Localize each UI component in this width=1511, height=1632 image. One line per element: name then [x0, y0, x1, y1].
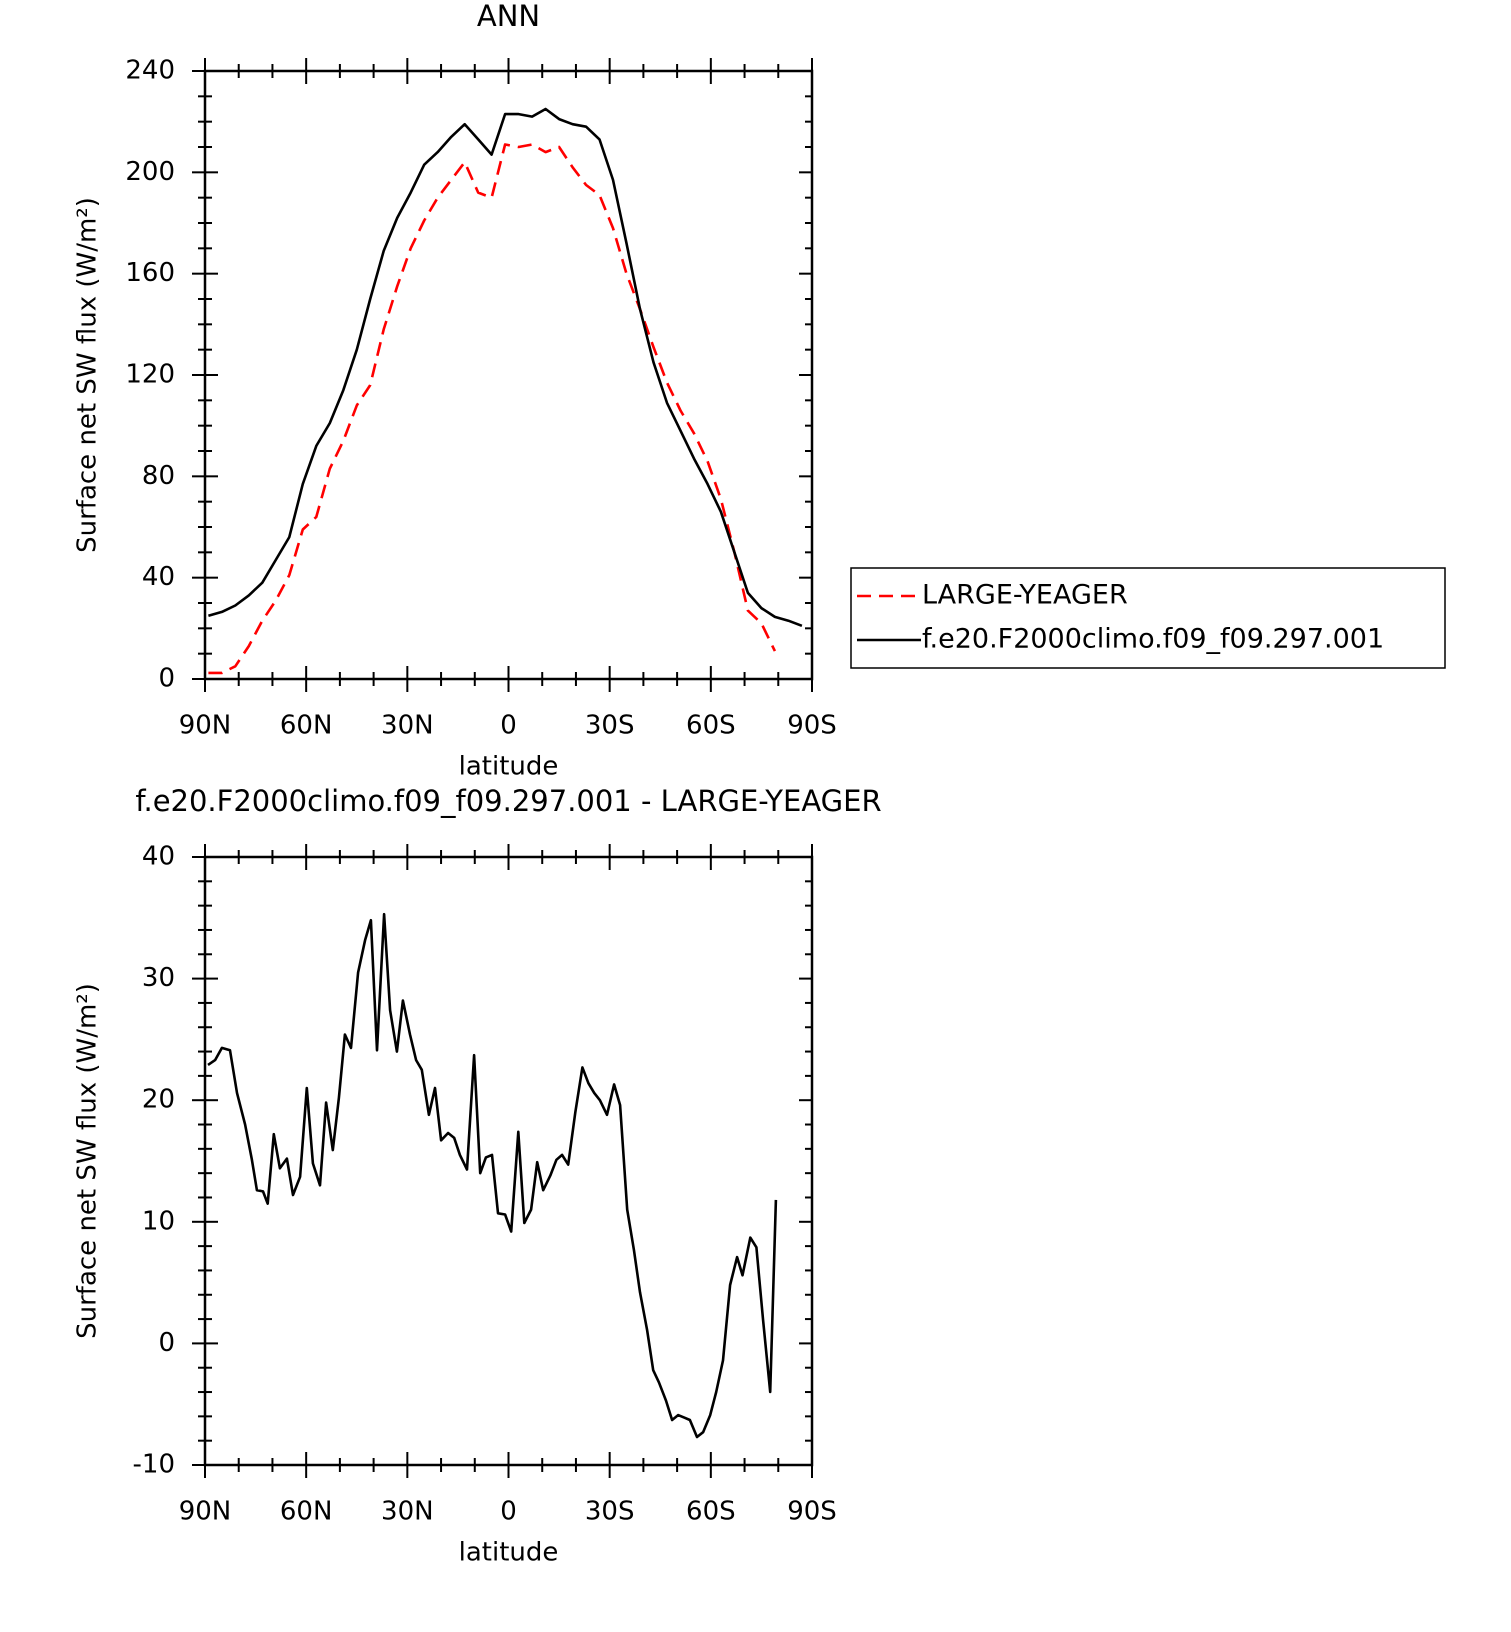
x-axis-label: latitude — [459, 752, 559, 782]
y-tick-label: 10 — [142, 1206, 175, 1236]
data-line — [208, 143, 777, 675]
legend-label: f.e20.F2000climo.f09_f09.297.001 — [922, 624, 1384, 655]
legend-label: LARGE-YEAGER — [922, 580, 1128, 611]
chart-title: f.e20.F2000climo.f09_f09.297.001 - LARGE… — [135, 784, 881, 818]
x-tick-label: 30S — [585, 711, 635, 741]
x-axis-label: latitude — [459, 1538, 559, 1568]
x-tick-label: 60S — [686, 1497, 736, 1527]
y-axis-label: Surface net SW flux (W/m²) — [73, 983, 103, 1339]
y-tick-label: 30 — [142, 963, 175, 993]
x-tick-label: 30N — [381, 1497, 434, 1527]
y-tick-label: 20 — [142, 1085, 175, 1115]
y-tick-label: 160 — [125, 258, 175, 288]
y-tick-label: -10 — [133, 1450, 175, 1480]
x-tick-label: 90S — [787, 711, 837, 741]
y-tick-label: 40 — [142, 842, 175, 872]
x-tick-label: 90N — [179, 711, 232, 741]
y-tick-label: 80 — [142, 461, 175, 491]
y-tick-label: 40 — [142, 562, 175, 592]
x-tick-label: 90S — [787, 1497, 837, 1527]
x-tick-label: 60S — [686, 711, 736, 741]
chart-title: ANN — [477, 0, 540, 33]
y-axis-label: Surface net SW flux (W/m²) — [73, 197, 103, 553]
x-tick-label: 0 — [500, 1497, 517, 1527]
x-tick-label: 60N — [280, 1497, 333, 1527]
y-tick-label: 120 — [125, 360, 175, 390]
y-tick-label: 200 — [125, 157, 175, 187]
legend-box — [850, 567, 1446, 669]
data-line — [207, 912, 778, 1439]
data-line — [208, 107, 803, 628]
x-tick-label: 0 — [500, 711, 517, 741]
y-tick-label: 0 — [158, 664, 175, 694]
x-tick-label: 30N — [381, 711, 434, 741]
plot-frame — [203, 69, 814, 681]
y-tick-label: 240 — [125, 56, 175, 86]
x-tick-label: 90N — [179, 1497, 232, 1527]
y-tick-label: 0 — [158, 1328, 175, 1358]
x-tick-label: 30S — [585, 1497, 635, 1527]
x-tick-label: 60N — [280, 711, 333, 741]
